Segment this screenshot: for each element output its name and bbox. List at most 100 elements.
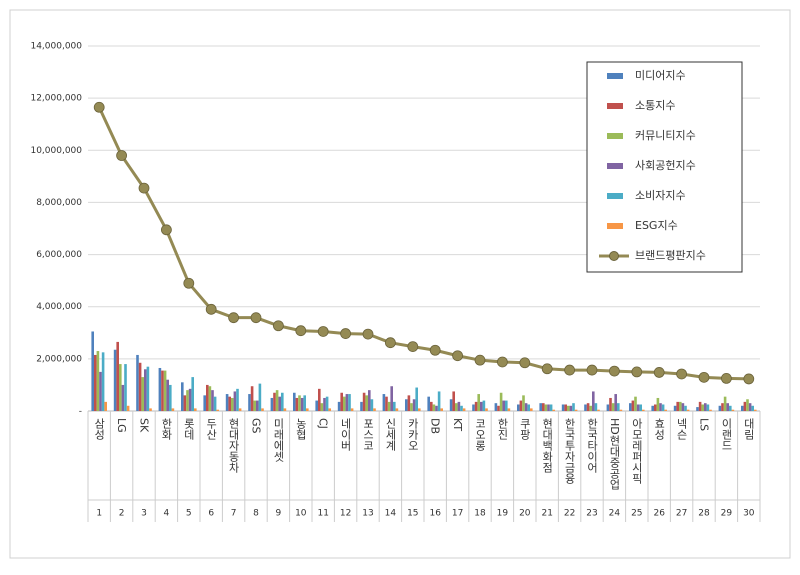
bar xyxy=(387,401,391,411)
legend-label: 커뮤니티지수 xyxy=(635,129,696,142)
bar xyxy=(169,384,172,411)
bar xyxy=(522,395,525,411)
bar xyxy=(258,383,262,411)
bar xyxy=(211,390,214,411)
legend-swatch xyxy=(609,251,619,261)
line-marker xyxy=(340,328,352,339)
bar xyxy=(161,370,164,411)
rank-label: 17 xyxy=(452,509,463,519)
x-tick-label: 카카오 xyxy=(406,418,419,451)
bar xyxy=(432,404,436,411)
rank-label: 10 xyxy=(295,509,307,519)
line-marker xyxy=(295,325,307,337)
bar xyxy=(225,394,229,411)
legend-label: 소통지수 xyxy=(635,99,675,112)
bar xyxy=(293,392,296,411)
bar xyxy=(216,409,219,411)
x-tick-label: 현대백화점 xyxy=(541,418,554,473)
x-tick-label: 롯데 xyxy=(182,418,195,440)
bar xyxy=(250,386,254,411)
bar xyxy=(158,367,162,411)
bar xyxy=(360,401,363,411)
bar xyxy=(183,395,187,411)
line-marker xyxy=(362,328,374,340)
x-tick-label: 이랜드 xyxy=(720,418,733,451)
bar xyxy=(188,388,192,411)
y-tick-label: 12,000,000 xyxy=(30,94,82,104)
x-tick-label: 아모레퍼시픽 xyxy=(630,418,643,484)
bar xyxy=(146,366,150,411)
bar xyxy=(681,403,685,411)
bar xyxy=(659,403,662,411)
bar xyxy=(94,354,97,411)
bar xyxy=(723,396,727,411)
bar xyxy=(517,404,520,411)
bar xyxy=(472,404,475,411)
bar xyxy=(348,394,351,411)
bar xyxy=(552,409,555,411)
bar xyxy=(412,399,416,411)
rank-label: 13 xyxy=(362,509,373,519)
bar xyxy=(119,364,122,411)
x-tick-label: 농협 xyxy=(294,418,307,440)
bar xyxy=(539,403,542,411)
bar xyxy=(261,408,264,411)
line-marker xyxy=(653,367,665,378)
rank-label: 4 xyxy=(164,509,170,519)
rank-label: 9 xyxy=(276,509,282,519)
bar xyxy=(651,405,654,411)
x-tick-label: 삼성 xyxy=(93,418,106,440)
bar xyxy=(524,403,528,411)
bar xyxy=(634,396,637,411)
bar xyxy=(494,403,498,411)
line-marker xyxy=(138,182,150,194)
line-marker xyxy=(541,363,553,375)
rank-label: 5 xyxy=(186,509,192,519)
x-tick-label: 현대자동차 xyxy=(227,418,240,474)
rank-label: 18 xyxy=(474,509,486,519)
bar xyxy=(370,399,374,411)
bar xyxy=(298,395,301,411)
bar xyxy=(337,401,341,411)
bar xyxy=(642,409,645,411)
bar xyxy=(698,401,702,411)
bar xyxy=(572,403,575,411)
bar xyxy=(365,395,368,411)
bar xyxy=(497,405,500,411)
bar xyxy=(101,352,105,411)
y-tick-label: 4,000,000 xyxy=(36,302,82,312)
bar xyxy=(186,390,189,411)
bar xyxy=(544,404,548,411)
bar xyxy=(594,403,598,411)
bar xyxy=(746,399,749,411)
bar xyxy=(586,403,590,411)
bar xyxy=(275,390,279,411)
bar xyxy=(281,392,284,411)
rank-label: 11 xyxy=(317,509,328,519)
bar xyxy=(362,392,366,411)
bar xyxy=(415,387,418,411)
bar xyxy=(748,403,752,411)
rank-label: 25 xyxy=(631,509,642,519)
bar xyxy=(427,396,430,411)
bar xyxy=(435,405,438,411)
bar xyxy=(480,401,483,411)
bar xyxy=(418,408,421,411)
y-tick-label: - xyxy=(79,407,82,417)
bar xyxy=(270,397,274,411)
line-marker xyxy=(250,312,262,324)
rank-label: 8 xyxy=(253,509,259,519)
bar xyxy=(631,400,635,411)
bar xyxy=(452,391,455,411)
bar xyxy=(253,400,256,411)
bar xyxy=(567,405,570,411)
line-marker xyxy=(160,224,172,236)
x-tick-label: LG xyxy=(115,418,128,433)
rank-label: 15 xyxy=(407,509,418,519)
bar xyxy=(629,403,632,411)
bar xyxy=(440,408,443,411)
bar xyxy=(96,351,100,411)
bar xyxy=(306,408,309,411)
bar xyxy=(636,404,640,411)
